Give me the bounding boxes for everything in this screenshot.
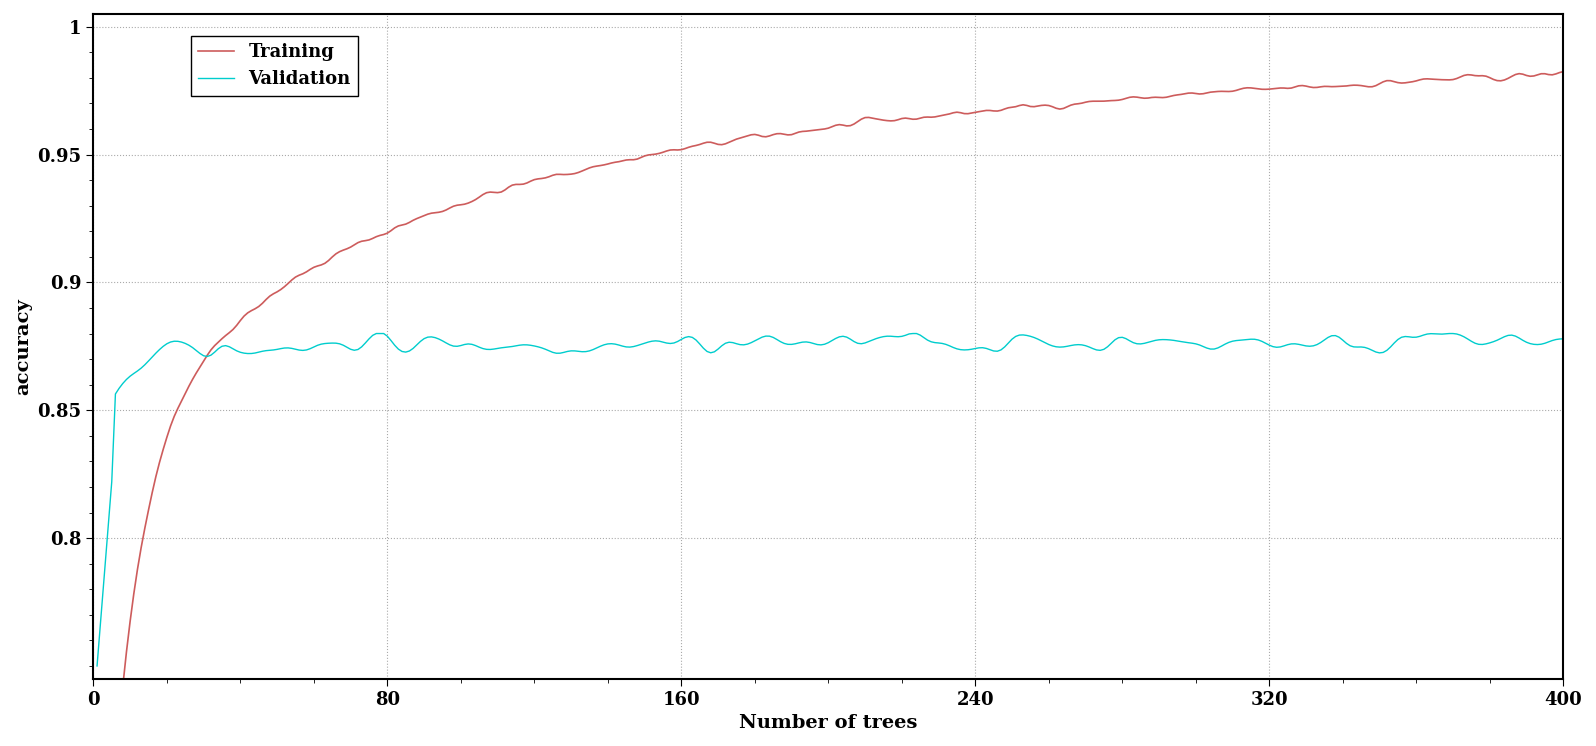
Validation <box>1553 334 1572 343</box>
X-axis label: Number of trees: Number of trees <box>739 714 918 732</box>
Legend: Training, Validation: Training, Validation <box>190 37 358 95</box>
Y-axis label: accuracy: accuracy <box>14 298 32 395</box>
Line: Validation: Validation <box>97 333 1562 666</box>
Validation <box>568 347 587 356</box>
Training <box>1010 101 1029 110</box>
Training <box>263 289 282 298</box>
Validation <box>1013 330 1033 339</box>
Validation <box>263 345 282 354</box>
Training <box>1146 93 1165 101</box>
Training <box>669 145 688 154</box>
Training <box>1553 67 1572 76</box>
Validation <box>672 335 691 344</box>
Training <box>88 687 107 696</box>
Training <box>565 169 584 178</box>
Line: Training: Training <box>97 72 1562 692</box>
Validation <box>88 662 107 671</box>
Validation <box>367 329 386 338</box>
Validation <box>1149 335 1168 344</box>
Training <box>1154 93 1173 102</box>
Validation <box>1157 335 1176 344</box>
